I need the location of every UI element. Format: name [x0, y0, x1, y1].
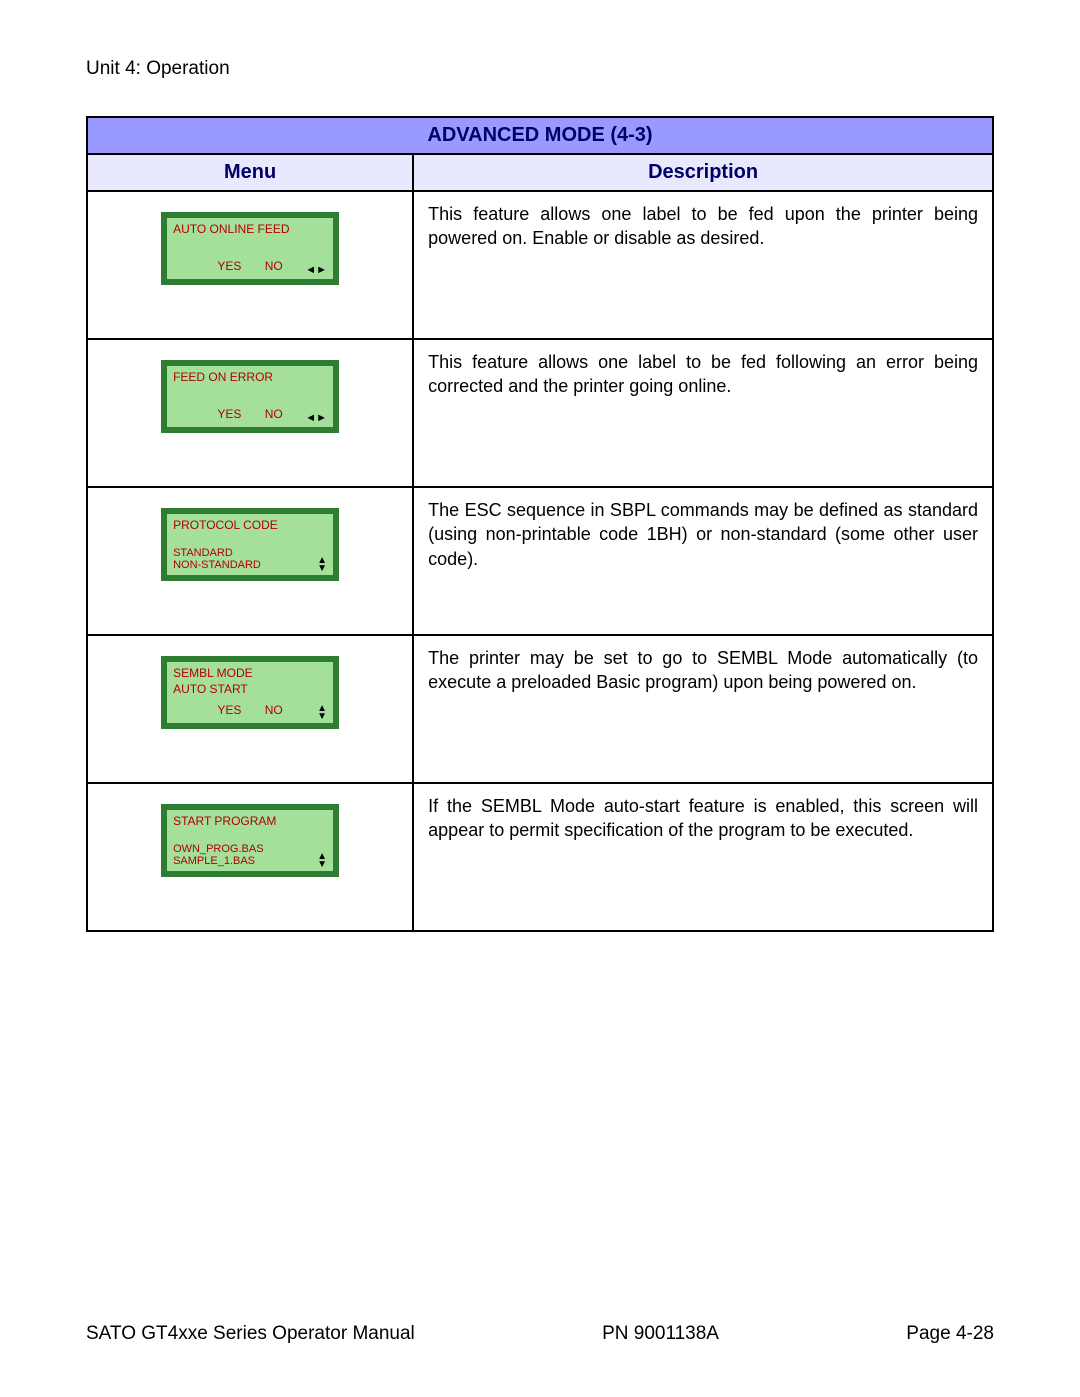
lcd-screen: START PROGRAM OWN_PROG.BAS SAMPLE_1.BAS … [161, 804, 339, 877]
lcd-screen: PROTOCOL CODE STANDARD NON-STANDARD ▲▼ [161, 508, 339, 581]
lcd-options: STANDARD NON-STANDARD [173, 547, 315, 572]
page-footer: SATO GT4xxe Series Operator Manual PN 90… [86, 1323, 994, 1345]
lcd-line2: AUTO START [173, 682, 327, 698]
lcd-screen: SEMBL MODE AUTO START YES NO ▲▼ [161, 656, 339, 729]
desc-cell: The ESC sequence in SBPL commands may be… [413, 487, 993, 635]
lcd-inner: SEMBL MODE AUTO START YES NO ▲▼ [165, 660, 335, 725]
menu-cell: SEMBL MODE AUTO START YES NO ▲▼ [87, 635, 413, 783]
desc-cell: This feature allows one label to be fed … [413, 339, 993, 487]
table-title: ADVANCED MODE (4-3) [87, 117, 993, 154]
footer-left: SATO GT4xxe Series Operator Manual [86, 1323, 415, 1345]
left-right-icon: ◄► [305, 411, 327, 425]
advanced-mode-table: ADVANCED MODE (4-3) Menu Description AUT… [86, 116, 994, 932]
footer-center: PN 9001138A [602, 1323, 719, 1345]
footer-right: Page 4-28 [906, 1323, 994, 1345]
table-header-row: Menu Description [87, 154, 993, 191]
up-down-icon: ▲▼ [317, 557, 327, 573]
lcd-opt2: SAMPLE_1.BAS [173, 855, 315, 868]
menu-cell: PROTOCOL CODE STANDARD NON-STANDARD ▲▼ [87, 487, 413, 635]
lcd-line1: FEED ON ERROR [173, 370, 327, 386]
table-row: FEED ON ERROR YES NO ◄► This feature all… [87, 339, 993, 487]
left-right-icon: ◄► [305, 263, 327, 277]
lcd-yesno: YES NO [167, 703, 333, 719]
lcd-inner: START PROGRAM OWN_PROG.BAS SAMPLE_1.BAS … [165, 808, 335, 873]
desc-cell: If the SEMBL Mode auto-start feature is … [413, 783, 993, 931]
lcd-options: OWN_PROG.BAS SAMPLE_1.BAS [173, 843, 315, 868]
lcd-screen: AUTO ONLINE FEED YES NO ◄► [161, 212, 339, 285]
menu-cell: START PROGRAM OWN_PROG.BAS SAMPLE_1.BAS … [87, 783, 413, 931]
lcd-opt2: NON-STANDARD [173, 559, 315, 572]
lcd-yes: YES [217, 259, 241, 273]
lcd-inner: AUTO ONLINE FEED YES NO ◄► [165, 216, 335, 281]
lcd-yes: YES [217, 407, 241, 421]
lcd-line1: SEMBL MODE [173, 666, 327, 682]
table-row: PROTOCOL CODE STANDARD NON-STANDARD ▲▼ T… [87, 487, 993, 635]
menu-cell: AUTO ONLINE FEED YES NO ◄► [87, 191, 413, 339]
lcd-line1: PROTOCOL CODE [173, 518, 327, 534]
lcd-line1: AUTO ONLINE FEED [173, 222, 327, 238]
unit-header: Unit 4: Operation [86, 58, 994, 80]
lcd-screen: FEED ON ERROR YES NO ◄► [161, 360, 339, 433]
lcd-no: NO [265, 407, 283, 421]
lcd-inner: PROTOCOL CODE STANDARD NON-STANDARD ▲▼ [165, 512, 335, 577]
table-row: SEMBL MODE AUTO START YES NO ▲▼ The prin… [87, 635, 993, 783]
desc-cell: The printer may be set to go to SEMBL Mo… [413, 635, 993, 783]
table-row: AUTO ONLINE FEED YES NO ◄► This feature … [87, 191, 993, 339]
lcd-yes: YES [217, 703, 241, 717]
up-down-icon: ▲▼ [317, 853, 327, 869]
desc-cell: This feature allows one label to be fed … [413, 191, 993, 339]
lcd-no: NO [265, 703, 283, 717]
lcd-no: NO [265, 259, 283, 273]
table-title-row: ADVANCED MODE (4-3) [87, 117, 993, 154]
lcd-inner: FEED ON ERROR YES NO ◄► [165, 364, 335, 429]
lcd-line1: START PROGRAM [173, 814, 327, 830]
col-header-menu: Menu [87, 154, 413, 191]
menu-cell: FEED ON ERROR YES NO ◄► [87, 339, 413, 487]
table-row: START PROGRAM OWN_PROG.BAS SAMPLE_1.BAS … [87, 783, 993, 931]
lcd-opt1: STANDARD [173, 547, 315, 560]
lcd-opt1: OWN_PROG.BAS [173, 843, 315, 856]
col-header-desc: Description [413, 154, 993, 191]
up-down-icon: ▲▼ [317, 705, 327, 721]
